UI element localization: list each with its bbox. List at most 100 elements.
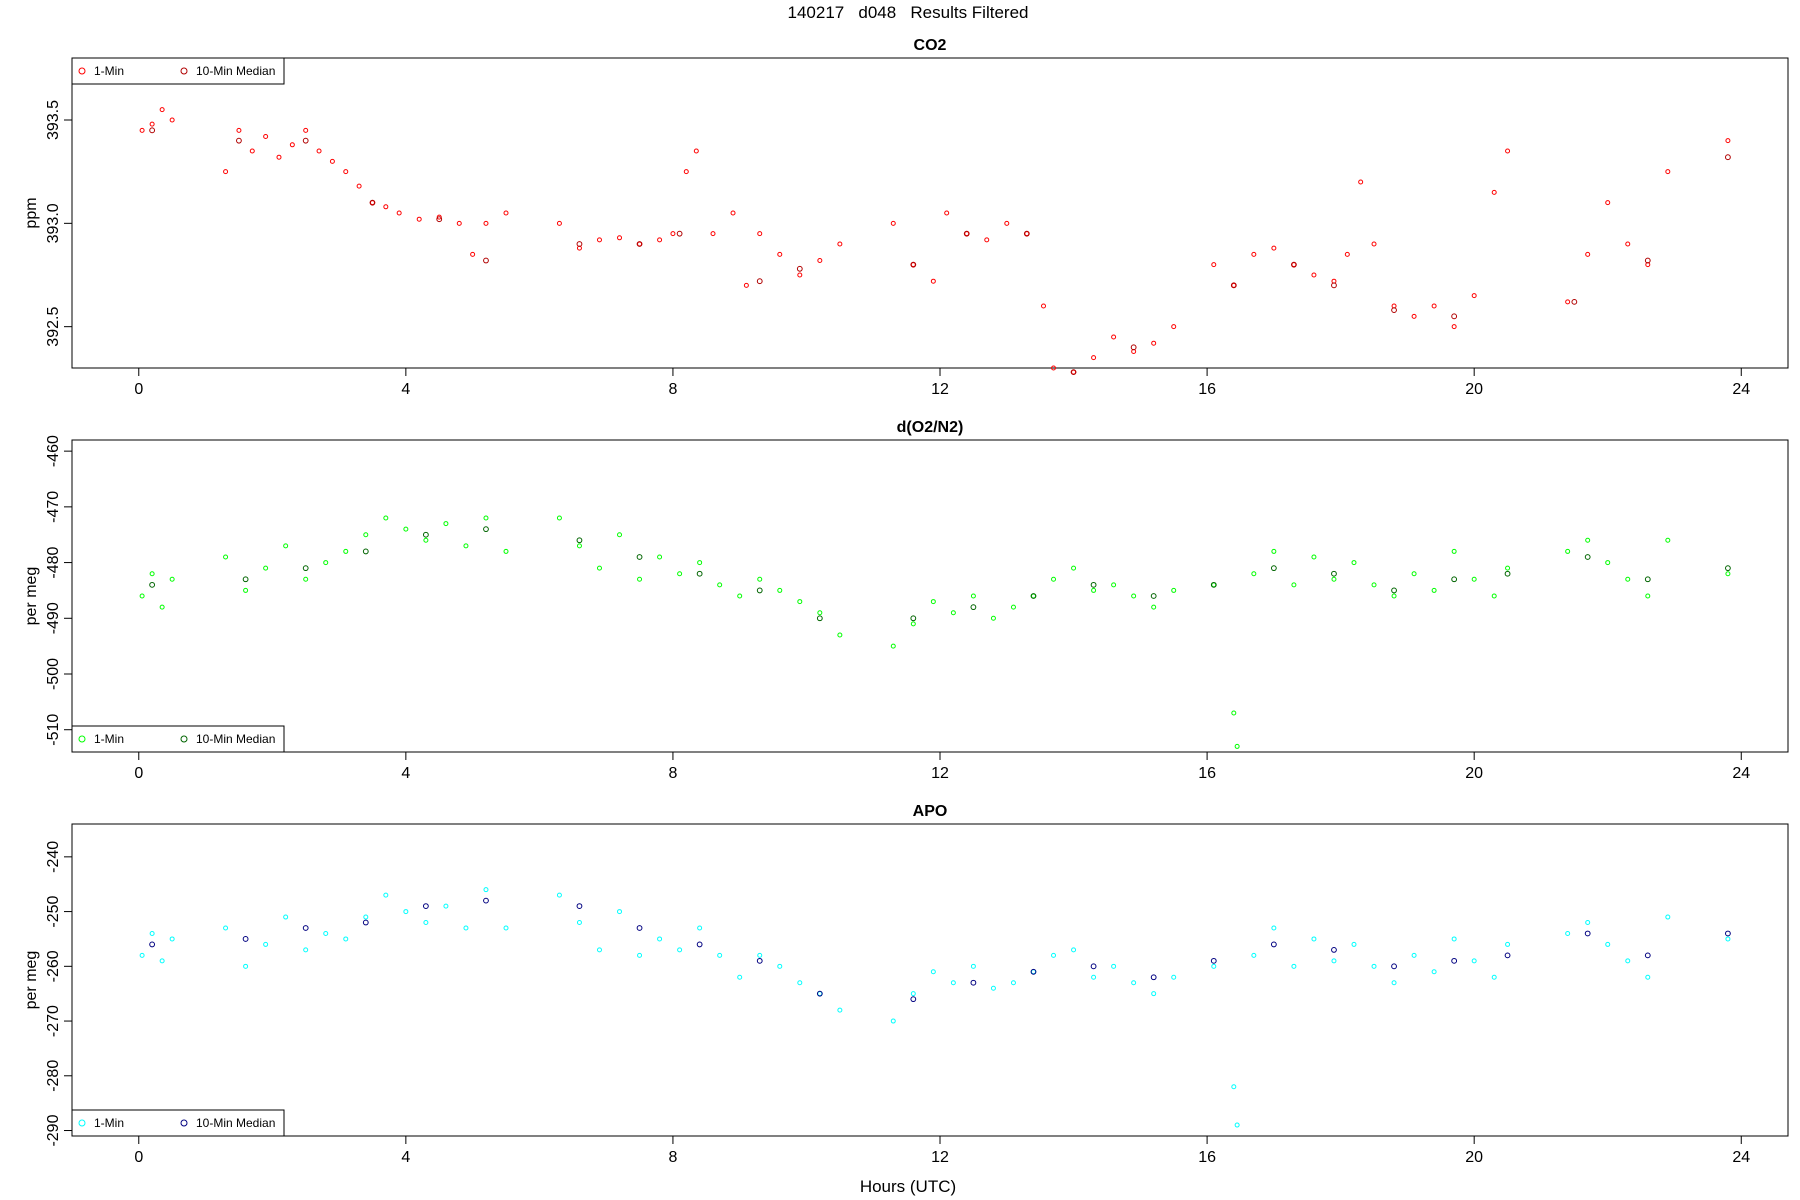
data-point <box>710 231 716 237</box>
data-point <box>323 930 329 936</box>
data-point <box>1131 593 1137 599</box>
panel-title: CO2 <box>914 37 947 54</box>
data-point <box>1010 980 1016 986</box>
data-point <box>149 127 156 134</box>
data-point <box>1010 604 1016 610</box>
data-point <box>970 593 976 599</box>
data-point <box>837 241 843 247</box>
data-point <box>910 621 916 627</box>
data-point <box>1371 241 1377 247</box>
x-tick-label: 12 <box>931 765 949 782</box>
data-point <box>910 996 917 1003</box>
data-point <box>657 936 663 942</box>
data-point <box>670 231 676 237</box>
data-point <box>1585 251 1591 257</box>
data-point <box>1311 272 1317 278</box>
data-point <box>1351 560 1357 566</box>
y-tick-label: -480 <box>45 546 62 578</box>
legend: 1-Min 10-Min Median <box>71 1109 285 1137</box>
data-point <box>556 220 562 226</box>
series-ten-min-median <box>149 127 1731 376</box>
data-point <box>249 148 255 154</box>
legend-box <box>71 725 285 753</box>
legend-label: 10-Min Median <box>196 732 275 746</box>
y-tick-label: -240 <box>45 841 62 873</box>
data-point <box>276 154 282 160</box>
data-point <box>149 930 155 936</box>
legend-marker <box>78 67 86 75</box>
data-point <box>756 587 763 594</box>
x-tick-label: 8 <box>668 765 677 782</box>
data-point <box>263 565 269 571</box>
data-point <box>890 220 896 226</box>
data-point <box>139 127 145 133</box>
y-tick-label: -470 <box>45 491 62 523</box>
x-tick-label: 12 <box>931 381 949 398</box>
data-point <box>1111 963 1117 969</box>
data-point <box>1644 257 1651 264</box>
data-point <box>984 237 990 243</box>
data-point <box>1251 952 1257 958</box>
data-point <box>463 925 469 931</box>
legend-label: 1-Min <box>94 64 124 78</box>
data-point <box>1091 355 1097 361</box>
data-point <box>422 903 429 910</box>
data-point <box>1131 980 1137 986</box>
legend-marker <box>180 735 188 743</box>
data-point <box>1291 582 1297 588</box>
x-tick-label: 4 <box>401 381 410 398</box>
y-tick-label: -500 <box>45 658 62 690</box>
y-tick-label: -250 <box>45 895 62 927</box>
data-point <box>697 560 703 566</box>
panels: CO2 ppm 0 4 8 12 16 20 24 392.5 393.0 393.5 1-Min 10-… <box>23 37 1789 1166</box>
data-point <box>816 990 823 997</box>
data-point <box>683 169 689 175</box>
data-point <box>242 936 249 942</box>
data-point <box>1431 969 1437 975</box>
data-point <box>483 220 489 226</box>
x-tick-label: 0 <box>134 1149 143 1166</box>
data-point <box>576 920 582 926</box>
data-point <box>576 543 582 549</box>
data-point <box>970 604 977 611</box>
y-tick-label: -290 <box>45 1114 62 1146</box>
figure-title: 140217 d048 Results Filtered <box>788 3 1029 22</box>
y-tick-label: 393.0 <box>45 203 62 243</box>
data-point <box>676 230 683 237</box>
data-point <box>696 941 703 948</box>
legend-box <box>71 1109 285 1137</box>
data-point <box>503 210 509 216</box>
data-point <box>1210 957 1217 964</box>
data-point <box>737 593 743 599</box>
x-tick-label: 24 <box>1732 381 1750 398</box>
data-point <box>1645 974 1651 980</box>
series-one-min <box>139 887 1731 1128</box>
data-point <box>1585 920 1591 926</box>
data-point <box>456 220 462 226</box>
data-point <box>1391 980 1397 986</box>
data-point <box>1051 576 1057 582</box>
data-point <box>757 952 763 958</box>
data-point <box>1625 241 1631 247</box>
legend-box <box>71 57 285 85</box>
data-point <box>149 581 156 588</box>
x-tick-label: 16 <box>1198 765 1216 782</box>
data-point <box>1725 930 1731 937</box>
data-point <box>1565 299 1571 305</box>
x-tick-label: 8 <box>668 1149 677 1166</box>
data-point <box>1451 957 1458 964</box>
data-point <box>1251 251 1257 257</box>
data-point <box>1605 560 1611 566</box>
data-point <box>1665 537 1671 543</box>
data-point <box>169 936 175 942</box>
data-point <box>596 237 602 243</box>
y-axis-label: per meg <box>23 951 40 1010</box>
data-point <box>1210 581 1217 588</box>
x-tick-label: 16 <box>1198 381 1216 398</box>
data-point <box>1451 324 1457 330</box>
data-point <box>990 985 996 991</box>
data-point <box>169 117 175 123</box>
data-point <box>1431 303 1437 309</box>
data-point <box>423 920 429 926</box>
data-point <box>323 560 329 566</box>
